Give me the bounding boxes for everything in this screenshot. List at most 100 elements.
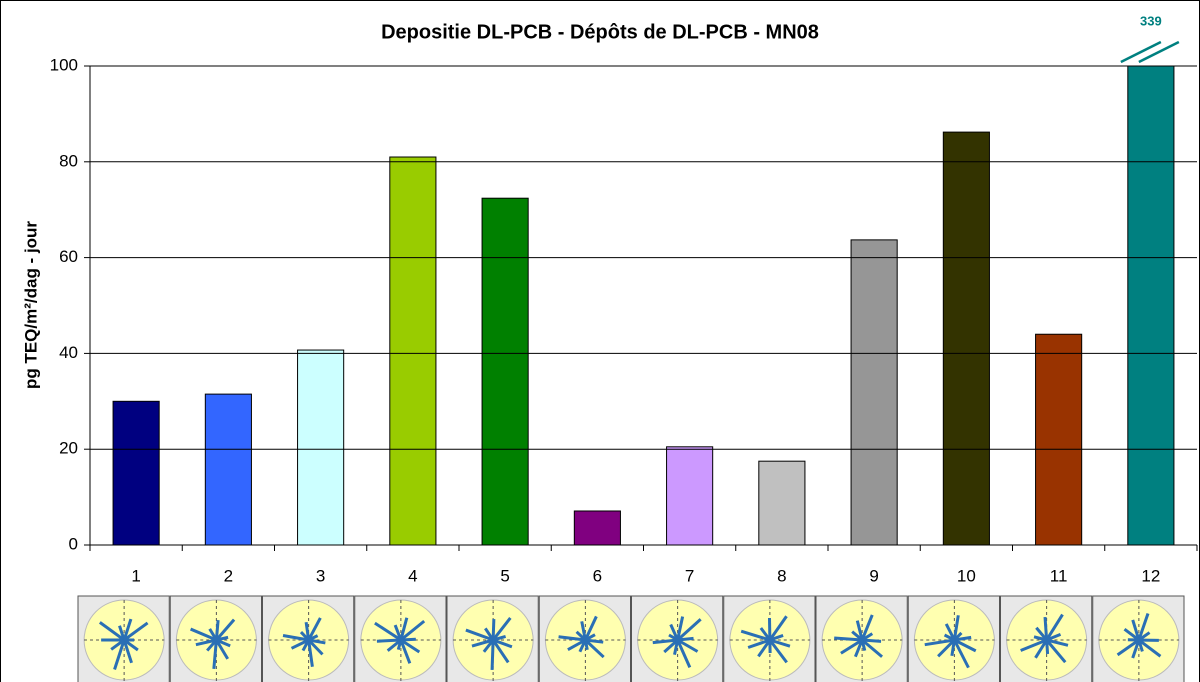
bar: [666, 446, 714, 545]
wind-rose-spoke: [1033, 635, 1047, 642]
wind-rose-spoke: [122, 639, 133, 664]
x-tick-label: 3: [316, 566, 325, 585]
wind-rose-spoke: [953, 638, 977, 653]
wind-rose-spoke: [1045, 613, 1064, 641]
wind-rose-spoke: [1137, 638, 1162, 658]
x-tick-label: 2: [224, 566, 233, 585]
wind-rose-spoke: [471, 638, 494, 648]
wind-rose-spoke: [1131, 639, 1141, 659]
wind-rose-spoke: [676, 618, 702, 642]
wind-rose-spoke: [122, 618, 133, 641]
bar: [112, 400, 160, 545]
wind-rose-spoke: [757, 639, 772, 658]
bar: [942, 131, 990, 545]
wind-rose-spoke: [834, 636, 863, 642]
y-tick-label: 60: [59, 247, 78, 266]
x-tick-label: 8: [777, 566, 786, 585]
y-tick-label: 80: [59, 151, 78, 170]
wind-rose-spoke: [399, 617, 409, 641]
plot-area: [112, 66, 1175, 545]
wind-rose-spoke: [214, 619, 220, 641]
wind-rose-spoke: [954, 635, 972, 642]
wind-rose-spoke: [584, 638, 605, 659]
bar: [389, 156, 437, 545]
wind-rose-spoke: [937, 638, 956, 658]
wind-rose-spoke: [1046, 638, 1069, 647]
wind-rose-spoke: [307, 638, 324, 656]
wind-rose-spoke: [952, 615, 960, 641]
x-tick-label: 9: [869, 566, 878, 585]
x-tick-label: 12: [1141, 566, 1160, 585]
bar: [204, 393, 252, 545]
wind-rose-spoke: [212, 639, 218, 670]
wind-rose-spoke: [1043, 616, 1049, 641]
wind-rose-spoke: [663, 638, 679, 654]
wind-rose-spoke: [585, 638, 604, 644]
wind-rose-spoke: [282, 634, 309, 642]
wind-rose-spoke: [1035, 626, 1048, 641]
wind-rose-spoke: [853, 639, 864, 658]
wind-rose-spoke: [1045, 639, 1067, 664]
wind-rose-spoke: [1137, 613, 1150, 641]
wind-rose-spoke: [1131, 619, 1141, 641]
y-tick-label: 20: [59, 439, 78, 458]
wind-rose-spoke: [290, 638, 310, 650]
x-tick-label: 6: [593, 566, 602, 585]
wind-rose-spoke: [669, 623, 679, 641]
wind-rose-spoke: [307, 617, 322, 641]
x-tick-label: 7: [685, 566, 694, 585]
bar: [850, 239, 898, 545]
wind-rose-spoke: [944, 623, 956, 641]
wind-rose-spoke: [676, 616, 685, 641]
wind-rose-spoke: [747, 638, 771, 649]
wind-rose-spoke: [399, 619, 426, 642]
wind-rose-spoke: [393, 624, 403, 641]
wind-rose-spoke: [465, 628, 494, 642]
x-tick-label: 4: [408, 566, 417, 585]
wind-rose-spoke: [1116, 638, 1140, 657]
x-tick-label: 11: [1050, 566, 1068, 585]
wind-rose-spoke: [491, 639, 510, 664]
bar: [297, 349, 345, 545]
wind-rose-spoke: [558, 635, 586, 642]
wind-rose-spoke: [769, 638, 791, 648]
wind-rose-spoke: [216, 635, 229, 642]
wind-rose-spoke: [860, 614, 874, 641]
wind-rose-spoke: [490, 639, 495, 671]
wind-rose-spoke: [583, 639, 589, 651]
wind-rose-spoke: [740, 629, 771, 642]
wind-rose-spoke: [215, 639, 229, 660]
axis-break: [1138, 40, 1180, 64]
y-tick-label: 40: [59, 343, 78, 362]
y-axis-label: pg TEQ/m²/dag - jour: [21, 221, 40, 389]
wind-rose-spoke: [676, 638, 699, 653]
wind-rose-spoke: [399, 639, 412, 664]
wind-rose-spoke: [491, 617, 512, 641]
x-tick-label: 1: [131, 566, 140, 585]
wind-rose-spoke: [400, 638, 421, 654]
wind-rose-spoke: [768, 639, 788, 664]
wind-rose-spoke: [492, 638, 513, 649]
wind-rose-spoke: [215, 618, 236, 641]
wind-rose-spoke: [673, 639, 680, 655]
wind-rose-spoke: [1020, 638, 1048, 652]
wind-rose-spoke: [123, 638, 139, 652]
wind-rose-spoke: [98, 621, 126, 642]
wind-rose-spoke: [1123, 627, 1140, 642]
x-tick-label: 5: [500, 566, 509, 585]
data-label: 339: [1140, 13, 1162, 28]
wind-rose-spoke: [924, 638, 955, 647]
wind-rose-spoke: [110, 638, 126, 651]
chart-title: Depositie DL-PCB - Dépôts de DL-PCB - MN…: [381, 21, 819, 43]
bar: [573, 510, 621, 545]
wind-rose-spoke: [953, 639, 970, 669]
wind-rose-spoke: [580, 621, 587, 641]
wind-rose-spoke: [676, 639, 692, 669]
wind-rose-spoke: [677, 636, 694, 642]
wind-rose-spoke: [386, 638, 402, 652]
wind-rose-spoke: [950, 639, 956, 657]
wind-rose-spoke: [652, 638, 678, 645]
wind-rose-spoke: [840, 638, 863, 655]
wind-rose-spoke: [855, 620, 864, 641]
wind-rose-spoke: [491, 618, 496, 641]
